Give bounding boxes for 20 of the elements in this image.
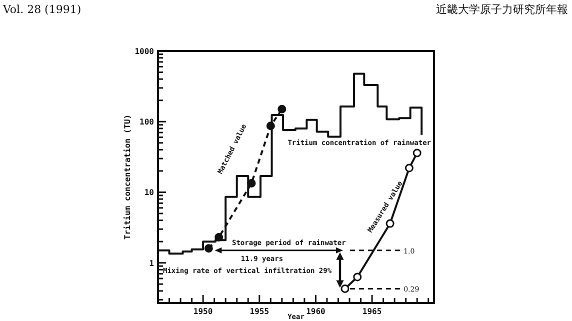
point (247, 179, 256, 188)
text: 近畿大学原子力研究所年報 (436, 3, 568, 16)
point (353, 272, 362, 282)
y-tick-label: 1000 (134, 47, 154, 56)
point (404, 164, 414, 172)
y-tick-label: 100 (140, 118, 154, 127)
y-axis-title: Tritium concentration (TU) (123, 114, 132, 240)
y-tick-label: 10 (144, 188, 154, 198)
text: Vol. 28 (1991) (2, 3, 82, 16)
x-tick-label: 1960 (306, 307, 326, 316)
point (266, 122, 275, 130)
point (214, 233, 224, 242)
point (204, 244, 213, 253)
point (412, 148, 422, 158)
y-tick-label: 1 (149, 258, 154, 268)
x-tick-label: 1965 (362, 307, 382, 316)
point (278, 104, 286, 114)
point (340, 284, 350, 293)
x-tick-label: 1955 (250, 307, 270, 316)
x-tick-label: 1950 (193, 307, 213, 316)
